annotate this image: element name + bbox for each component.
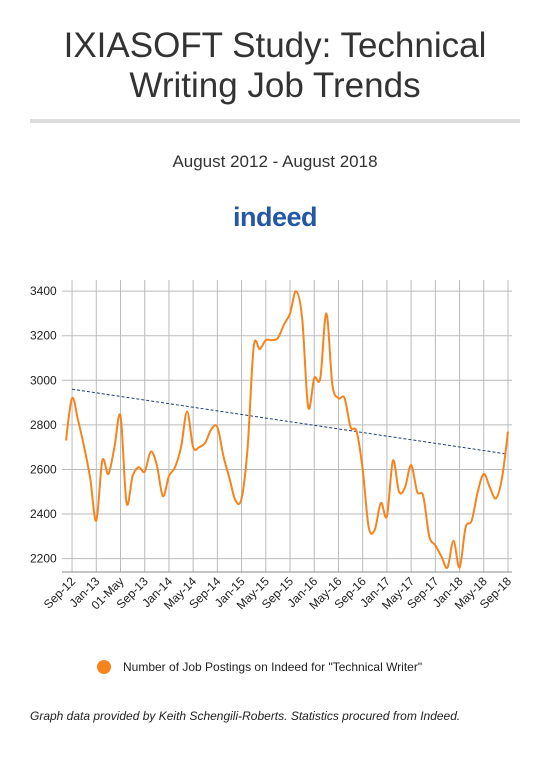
trend-line — [71, 388, 507, 455]
divider — [30, 119, 520, 123]
subtitle: August 2012 - August 2018 — [172, 152, 378, 171]
y-tick-label: 2200 — [30, 552, 57, 566]
y-tick-label: 2800 — [30, 418, 57, 432]
y-tick-label: 3000 — [30, 373, 57, 387]
footnote: Graph data provided by Keith Schengili-R… — [30, 709, 461, 723]
y-tick-label: 3200 — [30, 329, 57, 343]
data-line — [65, 290, 509, 569]
y-tick-label: 2600 — [30, 462, 57, 476]
logo: indeed — [232, 202, 318, 232]
legend-label: Number of Job Postings on Indeed for "Te… — [123, 660, 422, 674]
legend-marker — [97, 660, 111, 674]
title: IXIASOFT Study: Technical Writing Job Tr… — [63, 26, 487, 105]
y-tick-label: 2400 — [30, 507, 57, 521]
y-tick-label: 3400 — [30, 284, 57, 298]
